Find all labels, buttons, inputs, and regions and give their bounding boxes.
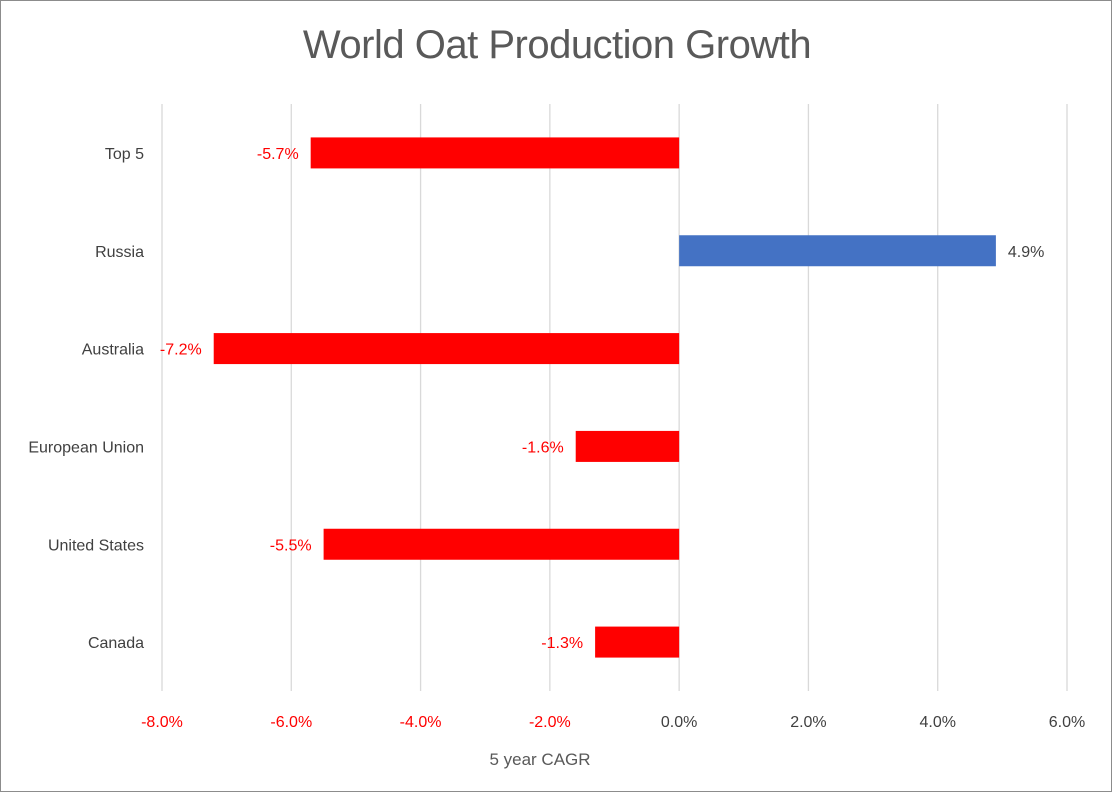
category-label: United States	[48, 537, 144, 554]
bar	[575, 430, 680, 462]
category-label: Russia	[95, 244, 144, 261]
bar	[679, 235, 996, 267]
data-labels: -5.7% 4.9% -7.2% -1.6% -5.5% -1.3%	[160, 146, 1044, 652]
gridlines	[161, 104, 1068, 691]
x-tick-labels: -8.0% -6.0% -4.0% -2.0% 0.0% 2.0% 4.0% 6.0%	[141, 714, 1085, 731]
x-tick-label: 4.0%	[919, 714, 955, 731]
data-label: 4.9%	[1008, 244, 1044, 261]
x-tick-label: -4.0%	[400, 714, 442, 731]
x-tick-label: -2.0%	[529, 714, 571, 731]
category-label: European Union	[28, 439, 144, 456]
x-tick-label: 0.0%	[661, 714, 697, 731]
data-label: -7.2%	[160, 342, 202, 359]
x-tick-label: -8.0%	[141, 714, 183, 731]
x-tick-label: 6.0%	[1049, 714, 1085, 731]
bar	[323, 528, 680, 560]
category-label: Australia	[82, 342, 144, 359]
x-tick-label: -6.0%	[270, 714, 312, 731]
x-tick-label: 2.0%	[790, 714, 826, 731]
x-axis-title: 5 year CAGR	[489, 750, 590, 769]
category-label: Canada	[88, 635, 144, 652]
category-label: Top 5	[105, 146, 144, 163]
bars	[213, 137, 996, 658]
data-label: -1.3%	[541, 635, 583, 652]
bar	[595, 626, 680, 658]
bar	[310, 137, 680, 169]
category-labels: Top 5 Russia Australia European Union United…	[28, 146, 144, 652]
bar	[213, 333, 680, 365]
data-label: -5.5%	[270, 537, 312, 554]
chart-title: World Oat Production Growth	[302, 23, 812, 67]
data-label: -5.7%	[257, 146, 299, 163]
data-label: -1.6%	[522, 439, 564, 456]
